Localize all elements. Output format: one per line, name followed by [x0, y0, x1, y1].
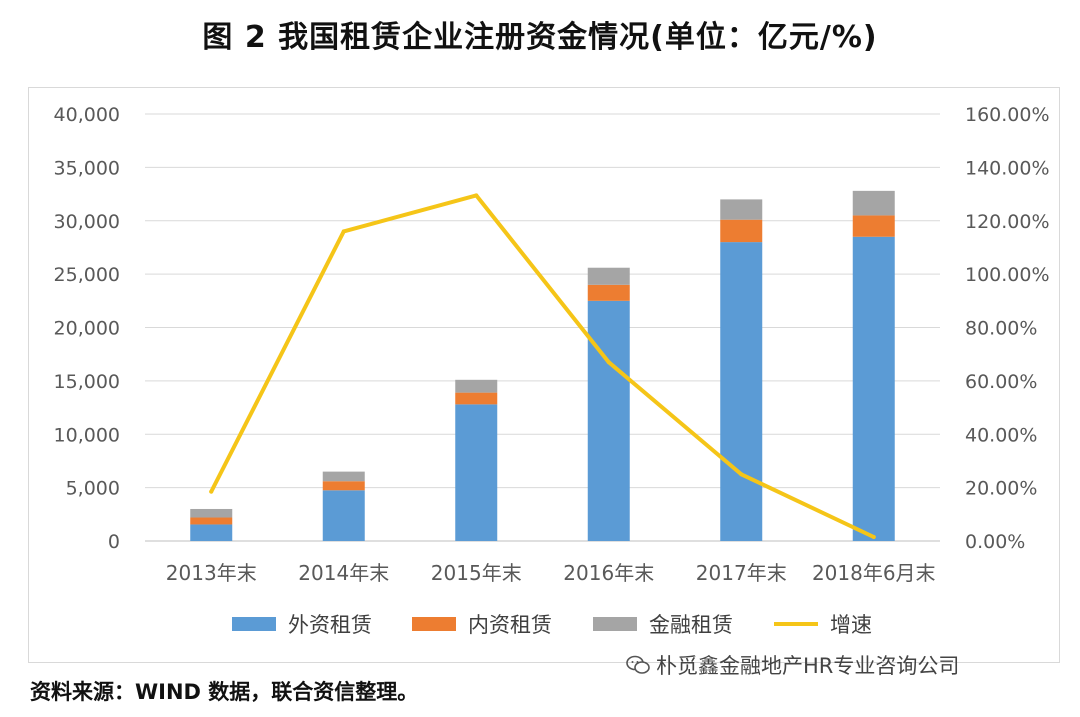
y-left-tick-label: 5,000 [66, 478, 120, 500]
bar-financial [455, 379, 498, 393]
bar-domestic [190, 517, 233, 525]
y-left-tick-label: 30,000 [54, 211, 120, 233]
y-left-tick-label: 40,000 [54, 104, 120, 126]
legend-swatch [412, 617, 456, 631]
x-tick-label: 2013年末 [166, 561, 257, 585]
y-right-tick-label: 140.00% [965, 157, 1050, 179]
y-right-tick-label: 80.00% [965, 318, 1037, 340]
watermark: 朴觅鑫金融地产HR专业咨询公司 [626, 650, 959, 680]
bar-foreign [720, 242, 763, 541]
source-note: 资料来源：WIND 数据，联合资信整理。 [30, 680, 419, 704]
bar-domestic [322, 481, 365, 491]
growth-point [341, 229, 346, 234]
growth-point [606, 360, 611, 365]
bar-financial [852, 190, 895, 216]
y-right-tick-label: 100.00% [965, 264, 1050, 286]
legend-label: 金融租赁 [649, 613, 733, 637]
legend-label: 内资租赁 [468, 613, 552, 637]
legend-swatch [232, 617, 276, 631]
y-left-tick-label: 10,000 [54, 424, 120, 446]
bar-domestic [455, 392, 498, 405]
legend-swatch [593, 617, 637, 631]
growth-point [739, 472, 744, 477]
bar-foreign [852, 236, 895, 541]
bar-domestic [720, 219, 763, 243]
bar-financial [190, 508, 233, 518]
x-tick-label: 2017年末 [696, 561, 787, 585]
x-tick-label: 2014年末 [298, 561, 389, 585]
bar-domestic [587, 284, 630, 301]
bar-foreign [455, 404, 498, 541]
growth-point [871, 534, 876, 539]
growth-point [209, 489, 214, 494]
y-right-tick-label: 40.00% [965, 424, 1037, 446]
watermark-text: 朴觅鑫金融地产HR专业咨询公司 [656, 654, 960, 678]
x-tick-label: 2018年6月末 [812, 561, 936, 585]
legend-label: 外资租赁 [288, 613, 372, 637]
y-left-tick-label: 0 [108, 531, 120, 553]
chart-frame [28, 87, 1060, 663]
growth-point [474, 193, 479, 198]
x-tick-label: 2015年末 [431, 561, 522, 585]
y-right-tick-label: 20.00% [965, 478, 1037, 500]
wechat-icon [626, 655, 650, 674]
y-right-tick-label: 160.00% [965, 104, 1050, 126]
y-right-tick-label: 0.00% [965, 531, 1025, 553]
bar-foreign [587, 300, 630, 541]
bar-financial [720, 199, 763, 220]
growth-line [209, 193, 876, 539]
legend-label: 增速 [830, 613, 872, 637]
y-left-tick-label: 25,000 [54, 264, 120, 286]
y-left-tick-label: 20,000 [54, 318, 120, 340]
bar-foreign [190, 524, 233, 541]
y-right-tick-label: 60.00% [965, 371, 1037, 393]
y-left-tick-label: 15,000 [54, 371, 120, 393]
bar-domestic [852, 215, 895, 237]
chart-title: 图 2 我国租赁企业注册资金情况(单位：亿元/%) [202, 20, 878, 55]
y-right-tick-label: 120.00% [965, 211, 1050, 233]
y-left-tick-label: 35,000 [54, 157, 120, 179]
x-tick-label: 2016年末 [563, 561, 654, 585]
bar-financial [322, 471, 365, 482]
bar-foreign [322, 490, 365, 541]
bar-financial [587, 267, 630, 285]
